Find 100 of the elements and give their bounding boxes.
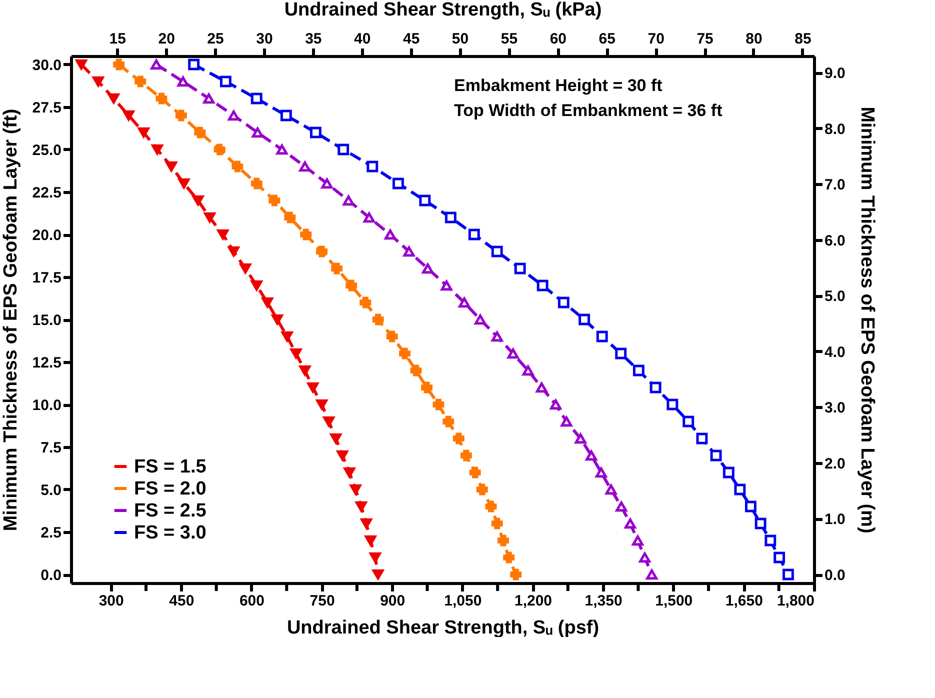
point — [666, 398, 678, 410]
point — [682, 416, 694, 428]
point — [262, 297, 274, 308]
x2-tick-label: 80 — [746, 30, 762, 48]
point — [550, 399, 562, 410]
x2-tick-label: 55 — [500, 30, 518, 48]
y-tick-label: 30.0 — [32, 57, 62, 74]
point — [316, 399, 328, 410]
y-tick-label: 27.5 — [32, 100, 62, 116]
point — [392, 178, 404, 190]
point — [346, 280, 358, 292]
x-tick-label: 1,350 — [584, 592, 622, 610]
point — [250, 92, 262, 104]
x-tick-label: 1,800 — [776, 592, 814, 610]
point — [595, 467, 607, 478]
x-tick-label: 600 — [239, 592, 264, 610]
point — [503, 552, 515, 564]
point — [646, 569, 658, 580]
annotation: Embakment Height = 30 ft — [454, 76, 663, 95]
point — [616, 501, 628, 512]
point — [578, 314, 590, 326]
point — [156, 92, 168, 104]
point — [421, 382, 433, 394]
x2-tick-label: 50 — [452, 30, 469, 48]
point — [188, 58, 200, 70]
x2-tick-label: 60 — [550, 30, 567, 48]
y2-tick-label: 8.0 — [824, 120, 846, 138]
y-tick-label: 12.5 — [32, 354, 62, 372]
point — [460, 450, 472, 462]
y-tick-label: 15.0 — [32, 312, 62, 329]
point — [134, 76, 146, 88]
point — [321, 178, 333, 189]
point — [497, 534, 509, 546]
point — [558, 296, 570, 308]
point — [360, 518, 372, 529]
point — [280, 110, 292, 122]
point — [624, 518, 636, 529]
point — [476, 484, 488, 496]
legend-label: FS = 2.0 — [134, 478, 206, 500]
point — [336, 450, 348, 461]
point — [355, 501, 367, 512]
point — [307, 382, 319, 393]
point — [774, 552, 786, 564]
y-tick-label: 5.0 — [40, 482, 62, 499]
point — [410, 364, 422, 376]
x2-tick-label: 15 — [109, 30, 126, 48]
point — [491, 331, 503, 342]
point — [299, 161, 311, 172]
point — [744, 500, 756, 512]
y2-tick-label: 1.0 — [824, 511, 846, 528]
point — [507, 348, 519, 359]
point — [366, 160, 378, 172]
point — [419, 194, 431, 206]
y2-tick-label: 4.0 — [824, 344, 846, 361]
y2-tick-label: 7.0 — [824, 176, 846, 194]
point — [284, 212, 296, 224]
point — [510, 568, 522, 580]
x2-tick-label: 25 — [207, 30, 224, 48]
point — [574, 433, 586, 444]
point — [710, 450, 722, 462]
point — [228, 246, 240, 257]
point — [342, 195, 354, 206]
x-tick-label: 300 — [98, 592, 124, 610]
y2-tick-label: 3.0 — [824, 400, 846, 417]
point — [290, 348, 302, 359]
point — [632, 535, 644, 546]
point — [310, 126, 322, 138]
point — [452, 432, 464, 444]
point — [276, 144, 288, 155]
y2-tick-label: 2.0 — [824, 455, 846, 472]
legend-label: FS = 2.5 — [134, 500, 207, 522]
x-tick-label: 1,200 — [514, 592, 552, 610]
point — [650, 382, 662, 394]
x2-tick-label: 40 — [354, 30, 371, 48]
point — [605, 484, 617, 495]
x2-tick-label: 65 — [598, 30, 616, 48]
point — [177, 76, 189, 87]
point — [403, 246, 415, 257]
annotation: Top Width of Embankment = 36 ft — [454, 101, 723, 120]
point — [422, 263, 434, 274]
point — [432, 398, 444, 410]
point — [113, 58, 125, 70]
point — [203, 93, 215, 104]
point — [331, 262, 343, 274]
point — [138, 127, 150, 138]
point — [281, 331, 293, 342]
point — [220, 76, 232, 88]
point — [323, 416, 335, 427]
x-tick-label: 900 — [380, 592, 406, 610]
x2-tick-label: 85 — [794, 30, 812, 48]
point — [300, 228, 312, 240]
point — [108, 93, 120, 104]
y2-axis-title: Minimum Thickness of EPS Geofoam Layer (m) — [856, 106, 878, 534]
x2-tick-label: 35 — [305, 30, 322, 48]
point — [722, 466, 734, 478]
point — [204, 212, 216, 223]
point — [250, 178, 262, 190]
y-tick-label: 7.5 — [40, 440, 62, 456]
y2-tick-label: 6.0 — [824, 232, 846, 250]
point — [734, 484, 746, 496]
